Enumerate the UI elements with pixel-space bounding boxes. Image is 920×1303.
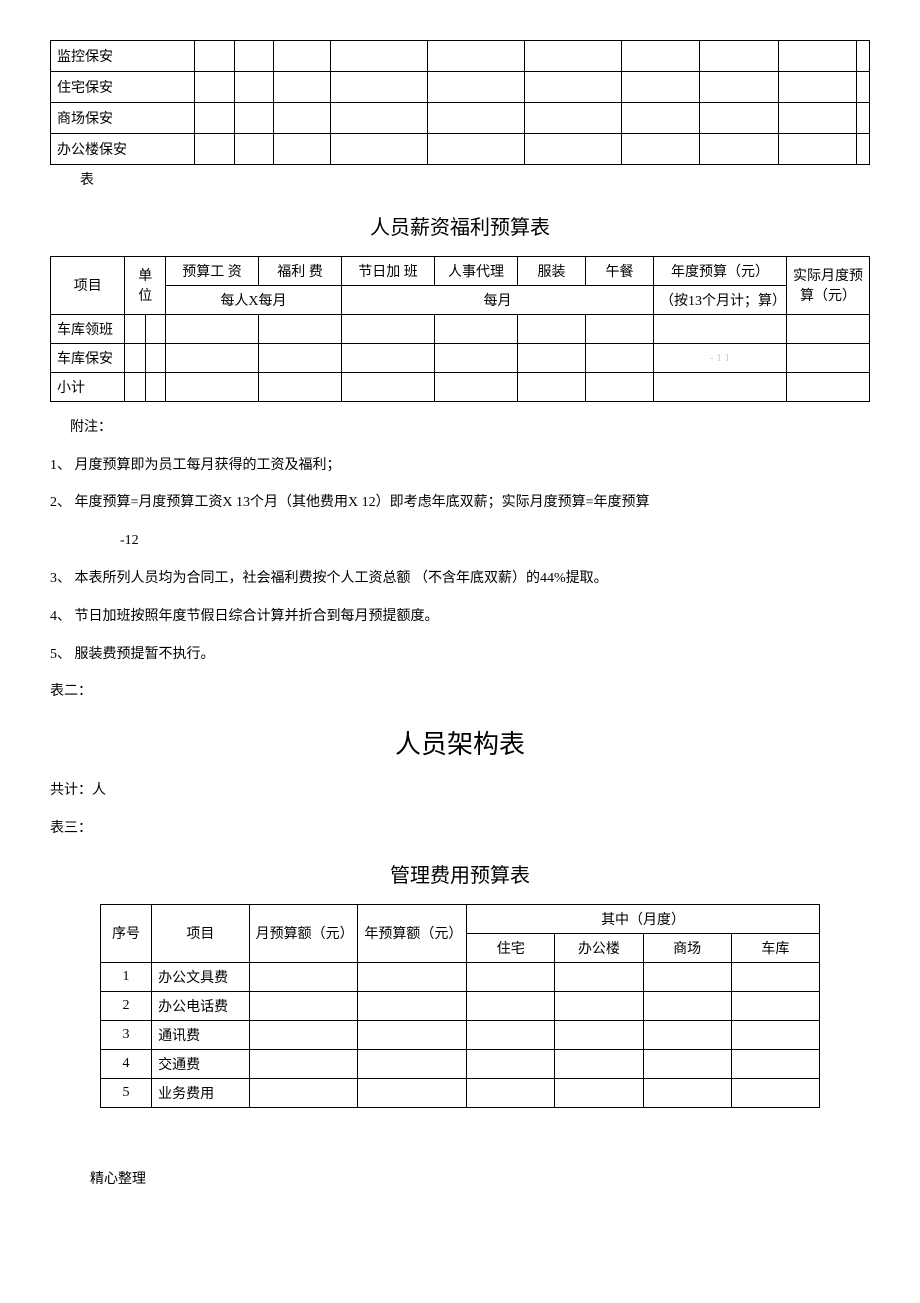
row-label: 车库领班 bbox=[51, 314, 125, 343]
table-row: 2 办公电话费 bbox=[101, 991, 820, 1020]
security-categories-table: 监控保安 住宅保安 商场保安 办公楼保安 bbox=[50, 40, 870, 165]
th-seq: 序号 bbox=[101, 904, 152, 962]
table2-label: 表二： bbox=[50, 680, 870, 704]
th-project: 项目 bbox=[152, 904, 249, 962]
row-label: 办公电话费 bbox=[152, 991, 249, 1020]
row-label: 商场保安 bbox=[51, 103, 195, 134]
table-row: 监控保安 bbox=[51, 41, 870, 72]
th-project: 项目 bbox=[51, 256, 125, 314]
salary-budget-table: 项目 单位 预算工 资 福利 费 节日加 班 人事代理 服装 午餐 年度预算（元… bbox=[50, 256, 870, 402]
th-hr-agency: 人事代理 bbox=[435, 256, 518, 285]
th-residential: 住宅 bbox=[467, 933, 555, 962]
note-item: 1、 月度预算即为员工每月获得的工资及福利； bbox=[50, 454, 870, 478]
row-label: 通讯费 bbox=[152, 1020, 249, 1049]
note-item: 2、 年度预算=月度预算工资X 13个月（其他费用X 12）即考虑年底双薪；实际… bbox=[50, 491, 870, 515]
row-label: 办公文具费 bbox=[152, 962, 249, 991]
table-row: 车库领班 bbox=[51, 314, 870, 343]
table-row: 4 交通费 bbox=[101, 1049, 820, 1078]
th-annual-budget: 年预算额（元） bbox=[358, 904, 467, 962]
row-label: 车库保安 bbox=[51, 343, 125, 372]
th-holiday: 节日加 班 bbox=[342, 256, 435, 285]
note-item: 5、 服装费预提暂不执行。 bbox=[50, 643, 870, 667]
table-row: 住宅保安 bbox=[51, 72, 870, 103]
table-row: 3 通讯费 bbox=[101, 1020, 820, 1049]
th-per-person-month: 每人X每月 bbox=[166, 285, 342, 314]
row-label: 小计 bbox=[51, 372, 125, 401]
row-seq: 3 bbox=[101, 1020, 152, 1049]
table1-footer-label: 表 bbox=[50, 169, 870, 193]
th-by-13-months: （按13个月计；算） bbox=[654, 285, 787, 314]
row-label: 监控保安 bbox=[51, 41, 195, 72]
table-row: 办公楼保安 bbox=[51, 134, 870, 165]
th-garage: 车库 bbox=[731, 933, 819, 962]
total-people: 共计：人 bbox=[50, 779, 870, 803]
th-unit: 单位 bbox=[125, 256, 166, 314]
th-lunch: 午餐 bbox=[586, 256, 654, 285]
row-label: 交通费 bbox=[152, 1049, 249, 1078]
table-row: 1 办公文具费 bbox=[101, 962, 820, 991]
th-breakdown: 其中（月度） bbox=[467, 904, 820, 933]
th-welfare: 福利 费 bbox=[259, 256, 342, 285]
th-mall: 商场 bbox=[643, 933, 731, 962]
table3-label: 表三： bbox=[50, 817, 870, 841]
table-row: 车库保安 - 1 1 bbox=[51, 343, 870, 372]
row-label: 住宅保安 bbox=[51, 72, 195, 103]
note-item-continuation: -12 bbox=[50, 529, 870, 553]
th-budget-salary: 预算工 资 bbox=[166, 256, 259, 285]
th-annual-budget: 年度预算（元） bbox=[654, 256, 787, 285]
note-item: 3、 本表所列人员均为合同工，社会福利费按个人工资总额 （不含年底双薪）的44%… bbox=[50, 567, 870, 591]
row-label: 业务费用 bbox=[152, 1078, 249, 1107]
notes-heading: 附注： bbox=[50, 416, 870, 440]
row-seq: 1 bbox=[101, 962, 152, 991]
table-row: 商场保安 bbox=[51, 103, 870, 134]
row-seq: 4 bbox=[101, 1049, 152, 1078]
th-actual-monthly: 实际月度预算（元） bbox=[787, 256, 870, 314]
table-row: 5 业务费用 bbox=[101, 1078, 820, 1107]
th-monthly-budget: 月预算额（元） bbox=[249, 904, 358, 962]
row-label: 办公楼保安 bbox=[51, 134, 195, 165]
th-office: 办公楼 bbox=[555, 933, 643, 962]
note-item: 4、 节日加班按照年度节假日综合计算并折合到每月预提额度。 bbox=[50, 605, 870, 629]
th-per-month: 每月 bbox=[342, 285, 654, 314]
row-seq: 5 bbox=[101, 1078, 152, 1107]
salary-budget-title: 人员薪资福利预算表 bbox=[50, 211, 870, 240]
management-fee-table: 序号 项目 月预算额（元） 年预算额（元） 其中（月度） 住宅 办公楼 商场 车… bbox=[100, 904, 820, 1108]
staff-structure-title: 人员架构表 bbox=[50, 724, 870, 761]
table-row: 小计 bbox=[51, 372, 870, 401]
management-fee-title: 管理费用预算表 bbox=[50, 859, 870, 888]
row-seq: 2 bbox=[101, 991, 152, 1020]
page-footer: 精心整理 bbox=[50, 1168, 870, 1188]
faint-cell: - 1 1 bbox=[654, 343, 787, 372]
th-clothing: 服装 bbox=[518, 256, 586, 285]
